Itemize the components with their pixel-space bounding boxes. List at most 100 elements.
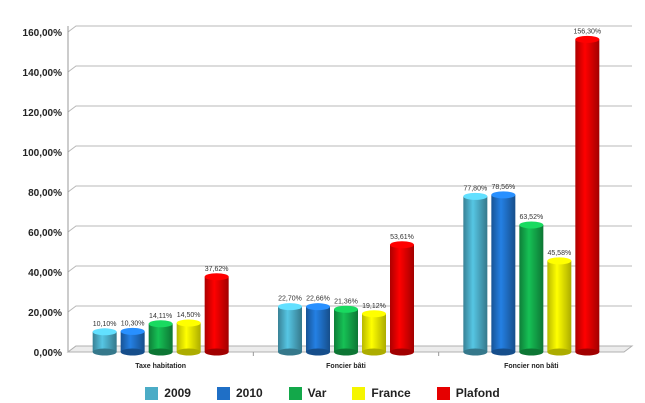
- legend-swatch: [145, 386, 159, 400]
- legend-label: Var: [307, 386, 327, 400]
- bar-base: [491, 348, 516, 356]
- data-label: 156,30%: [574, 28, 602, 35]
- bar-cap: [575, 35, 600, 43]
- bar-base: [519, 348, 544, 356]
- data-label: 10,10%: [93, 321, 117, 328]
- bar-base: [278, 348, 302, 356]
- data-label: 77,80%: [463, 185, 487, 192]
- data-label: 63,52%: [519, 214, 543, 221]
- y-tick-label: 40,00%: [28, 268, 62, 279]
- gridline: [67, 25, 632, 33]
- y-tick-label: 100,00%: [23, 148, 63, 159]
- gridline: [67, 265, 632, 273]
- chart: 10,10% 10,30% 14,11% 14,50% 37,62% 22,70% 22,6…: [23, 25, 634, 370]
- bar-2010: [306, 303, 330, 356]
- category-label: Foncier bâti: [326, 363, 366, 370]
- bar-base: [547, 348, 572, 356]
- bar-cap: [278, 303, 302, 311]
- bar-cap: [491, 191, 516, 199]
- bar-plafond: [575, 35, 600, 356]
- y-tick-label: 80,00%: [28, 188, 62, 199]
- bar-cap: [334, 305, 358, 313]
- data-label: 14,11%: [149, 313, 172, 320]
- legend-item: 2009: [145, 386, 191, 400]
- data-label: 22,70%: [278, 296, 302, 303]
- y-tick-label: 120,00%: [23, 108, 63, 119]
- bars: [92, 35, 600, 356]
- data-label: 22,66%: [306, 296, 330, 303]
- legend-label: 2010: [235, 386, 263, 400]
- bar-plafond: [204, 273, 229, 356]
- bar-body: [547, 260, 572, 352]
- legend-label: 2009: [164, 386, 191, 400]
- data-label: 21,36%: [334, 298, 358, 305]
- bar-base: [362, 348, 386, 356]
- bar-cap: [120, 327, 145, 335]
- data-label: 19,12%: [362, 303, 386, 310]
- legend-swatch: [288, 386, 302, 400]
- legend-item: France: [352, 386, 411, 400]
- bar-2010: [491, 191, 516, 356]
- bar-cap: [463, 192, 488, 200]
- bar-2009: [278, 303, 302, 356]
- bar-cap: [176, 319, 201, 327]
- x-category-labels: Taxe habitation Foncier bâti Foncier non b…: [135, 363, 558, 370]
- data-labels: 10,10% 10,30% 14,11% 14,50% 37,62% 22,70% 22,6…: [93, 28, 601, 327]
- y-tick-labels: 0,00% 20,00% 40,00% 60,00% 80,00% 100,00% 120,…: [23, 28, 63, 359]
- bar-cap: [390, 241, 414, 249]
- bar-base: [148, 348, 173, 356]
- legend-label: France: [371, 386, 411, 400]
- data-label: 45,58%: [547, 250, 571, 257]
- bar-body: [491, 194, 516, 352]
- category-label: Foncier non bâti: [504, 363, 559, 370]
- bar-body: [575, 39, 600, 353]
- legend: 2009 2010 Var France Plafond: [0, 386, 645, 400]
- legend-item: Plafond: [436, 386, 500, 400]
- bar-2009: [463, 192, 488, 356]
- gridline: [67, 305, 632, 313]
- y-tick-label: 140,00%: [23, 68, 63, 79]
- bar-base: [204, 348, 229, 356]
- bar-cap: [306, 303, 330, 311]
- y-tick-label: 60,00%: [28, 228, 62, 239]
- bar-body: [204, 276, 229, 352]
- gridline: [67, 145, 632, 153]
- bar-2010: [120, 327, 145, 356]
- bar-2009: [92, 328, 117, 356]
- bar-base: [334, 348, 358, 356]
- bar-base: [176, 348, 201, 356]
- bar-body: [120, 331, 145, 352]
- bar-france: [547, 257, 572, 356]
- bar-var: [334, 305, 358, 356]
- bar-cap: [92, 328, 117, 336]
- bar-body: [306, 306, 330, 352]
- bar-body: [278, 306, 302, 352]
- data-label: 10,30%: [121, 320, 145, 327]
- legend-item: Var: [288, 386, 327, 400]
- legend-swatch: [352, 386, 366, 400]
- bar-base: [120, 348, 145, 356]
- bar-var: [148, 320, 173, 356]
- bar-base: [463, 348, 488, 356]
- data-label: 37,62%: [205, 266, 229, 273]
- y-tick-label: 0,00%: [34, 348, 62, 359]
- category-label: Taxe habitation: [135, 363, 186, 370]
- bar-body: [463, 196, 488, 352]
- gridline: [67, 185, 632, 193]
- legend-swatch: [436, 386, 450, 400]
- bar-plafond: [390, 241, 414, 356]
- gridline: [67, 105, 632, 113]
- bar-cap: [148, 320, 173, 328]
- bar-base: [92, 348, 117, 356]
- bar-body: [148, 323, 173, 352]
- legend-item: 2010: [216, 386, 263, 400]
- bar-france: [362, 310, 386, 356]
- y-tick-label: 20,00%: [28, 308, 62, 319]
- legend-swatch: [216, 386, 230, 400]
- bar-body: [519, 224, 544, 352]
- bar-cap: [519, 221, 544, 229]
- bar-cap: [547, 257, 572, 265]
- legend-label: Plafond: [455, 386, 500, 400]
- gridline: [67, 225, 632, 233]
- gridline: [67, 65, 632, 73]
